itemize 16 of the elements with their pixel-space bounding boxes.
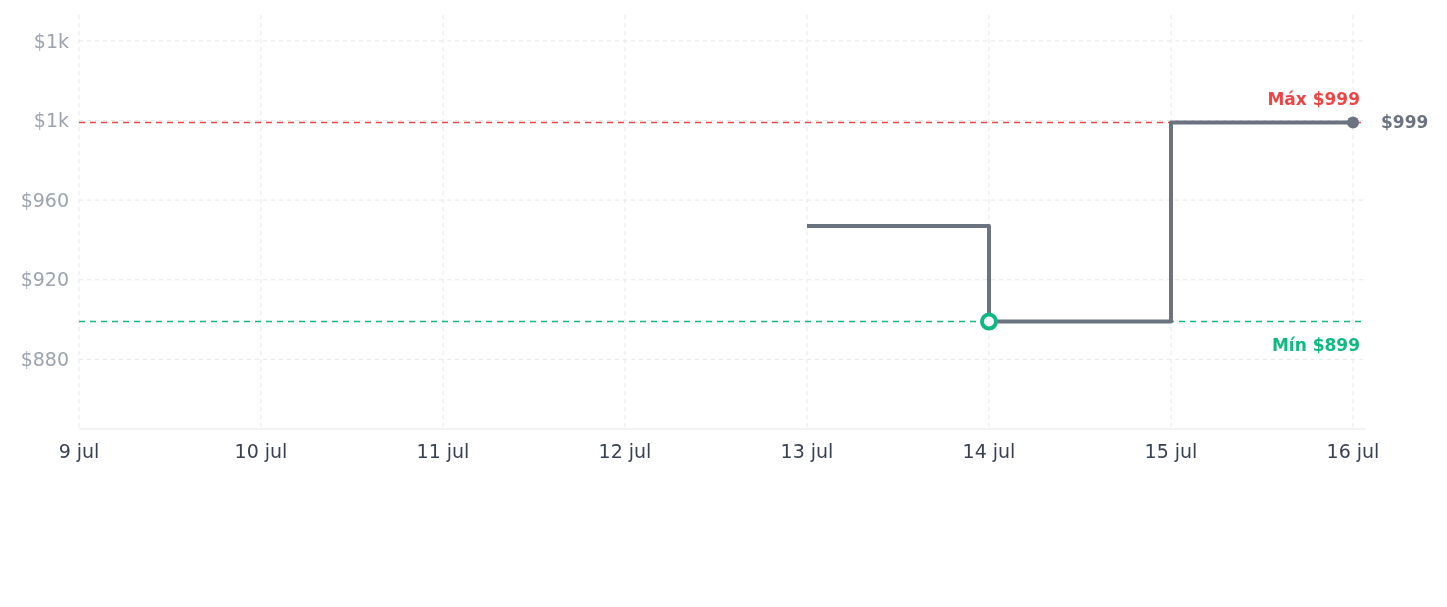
- y-tick-label: $920: [20, 268, 69, 291]
- x-tick-label: 14 jul: [962, 440, 1016, 462]
- ref-line-label: Mín $899: [1271, 334, 1360, 355]
- x-tick-label: 15 jul: [1144, 440, 1198, 462]
- y-tick-label: $1k: [33, 109, 69, 132]
- y-tick-label: $960: [20, 188, 69, 211]
- x-tick-label: 11 jul: [416, 440, 470, 462]
- y-tick-label: $880: [20, 347, 69, 370]
- annotation: $999: [1381, 112, 1429, 133]
- ref-line-label: Máx $999: [1267, 89, 1360, 110]
- x-tick-label: 12 jul: [598, 440, 652, 462]
- x-tick-label: 13 jul: [780, 440, 834, 462]
- x-tick-label: 16 jul: [1326, 440, 1380, 462]
- x-tick-label: 10 jul: [234, 440, 288, 462]
- y-tick-label: $1k: [33, 29, 69, 52]
- x-tick-label: 9 jul: [58, 440, 100, 462]
